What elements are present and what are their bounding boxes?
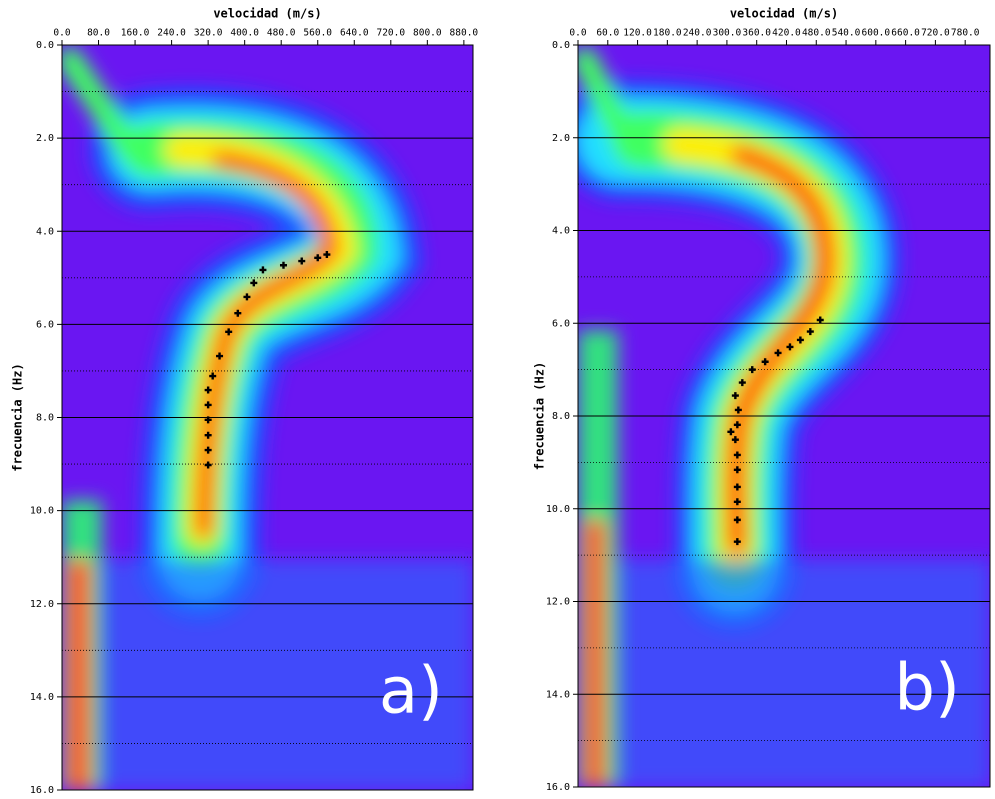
pick-point [774, 349, 782, 357]
y-tick-label: 2.0 [36, 133, 54, 144]
y-tick-label: 12.0 [546, 597, 570, 608]
pick-point [786, 343, 794, 351]
y-tick-label: 2.0 [552, 133, 570, 144]
x-tick-label: 240.0 [157, 28, 186, 39]
pick-point [731, 436, 739, 444]
x-tick-label: 420.0 [772, 28, 801, 39]
y-tick-label: 10.0 [546, 504, 570, 515]
pick-point [234, 309, 242, 317]
x-tick-label: 180.0 [653, 28, 682, 39]
plot-frame [577, 44, 991, 788]
pick-point [733, 483, 741, 491]
x-tick-label: 160.0 [121, 28, 150, 39]
pick-point [733, 538, 741, 546]
y-tick-label: 14.0 [546, 689, 570, 700]
pick-point [259, 266, 267, 274]
pick-point [748, 366, 756, 374]
x-tick-label: 540.0 [832, 28, 861, 39]
pick-point [733, 516, 741, 524]
pick-point [250, 279, 258, 287]
x-tick-label: 320.0 [194, 28, 223, 39]
x-tick-label: 600.0 [862, 28, 891, 39]
x-tick-label: 0.0 [569, 28, 586, 39]
pick-point [733, 421, 741, 429]
pick-point [738, 379, 746, 387]
x-tick-label: 560.0 [303, 28, 332, 39]
pick-point [204, 386, 212, 394]
y-tick-label: 10.0 [30, 506, 54, 517]
x-axis-label: velocidad (m/s) [213, 7, 321, 21]
x-tick-label: 80.0 [87, 28, 110, 39]
pick-point [209, 372, 217, 380]
pick-point [243, 293, 251, 301]
y-tick-label: 8.0 [552, 411, 570, 422]
y-tick-label: 4.0 [552, 226, 570, 237]
pick-point [733, 451, 741, 459]
x-tick-label: 120.0 [623, 28, 652, 39]
pick-point [761, 358, 769, 366]
x-tick-label: 240.0 [683, 28, 712, 39]
pick-point [733, 466, 741, 474]
y-tick-label: 14.0 [30, 692, 54, 703]
pick-point [734, 406, 742, 414]
y-tick-label: 16.0 [30, 785, 54, 796]
pick-point [225, 328, 233, 336]
pick-point [314, 254, 322, 262]
pick-point [204, 416, 212, 424]
x-tick-label: 780.0 [951, 28, 980, 39]
y-axis-label: frecuencia (Hz) [11, 363, 25, 471]
pick-point [733, 498, 741, 506]
x-tick-label: 660.0 [891, 28, 920, 39]
plot-frame [61, 44, 474, 791]
pick-point [204, 461, 212, 469]
y-tick-label: 0.0 [36, 40, 54, 51]
x-tick-label: 300.0 [713, 28, 742, 39]
pick-point [204, 446, 212, 454]
x-tick-label: 480.0 [267, 28, 296, 39]
pick-point [796, 336, 804, 344]
x-tick-label: 880.0 [450, 28, 479, 39]
pick-point [279, 261, 287, 269]
pick-point [323, 251, 331, 259]
pick-point [731, 392, 739, 400]
pick-point [806, 328, 814, 336]
y-tick-label: 8.0 [36, 413, 54, 424]
heatmap-a [62, 45, 473, 790]
pick-point [727, 428, 735, 436]
x-tick-label: 720.0 [921, 28, 950, 39]
x-tick-label: 0.0 [53, 28, 70, 39]
x-tick-label: 800.0 [413, 28, 442, 39]
panel-label: b) [894, 652, 960, 726]
pick-point [204, 431, 212, 439]
x-axis-label: velocidad (m/s) [730, 7, 838, 21]
pick-point [204, 401, 212, 409]
y-tick-label: 4.0 [36, 226, 54, 237]
x-tick-label: 60.0 [596, 28, 619, 39]
y-tick-label: 12.0 [30, 599, 54, 610]
y-tick-label: 6.0 [552, 318, 570, 329]
y-tick-label: 6.0 [36, 319, 54, 330]
x-tick-label: 640.0 [340, 28, 369, 39]
y-tick-label: 0.0 [552, 40, 570, 51]
x-tick-label: 360.0 [742, 28, 771, 39]
x-tick-label: 400.0 [230, 28, 259, 39]
y-axis-label: frecuencia (Hz) [533, 362, 547, 470]
pick-point [216, 352, 224, 360]
x-tick-label: 720.0 [376, 28, 405, 39]
x-tick-label: 480.0 [802, 28, 831, 39]
panel-label: a) [379, 655, 443, 729]
pick-point [298, 257, 306, 265]
y-tick-label: 16.0 [546, 782, 570, 793]
pick-point [816, 316, 824, 324]
